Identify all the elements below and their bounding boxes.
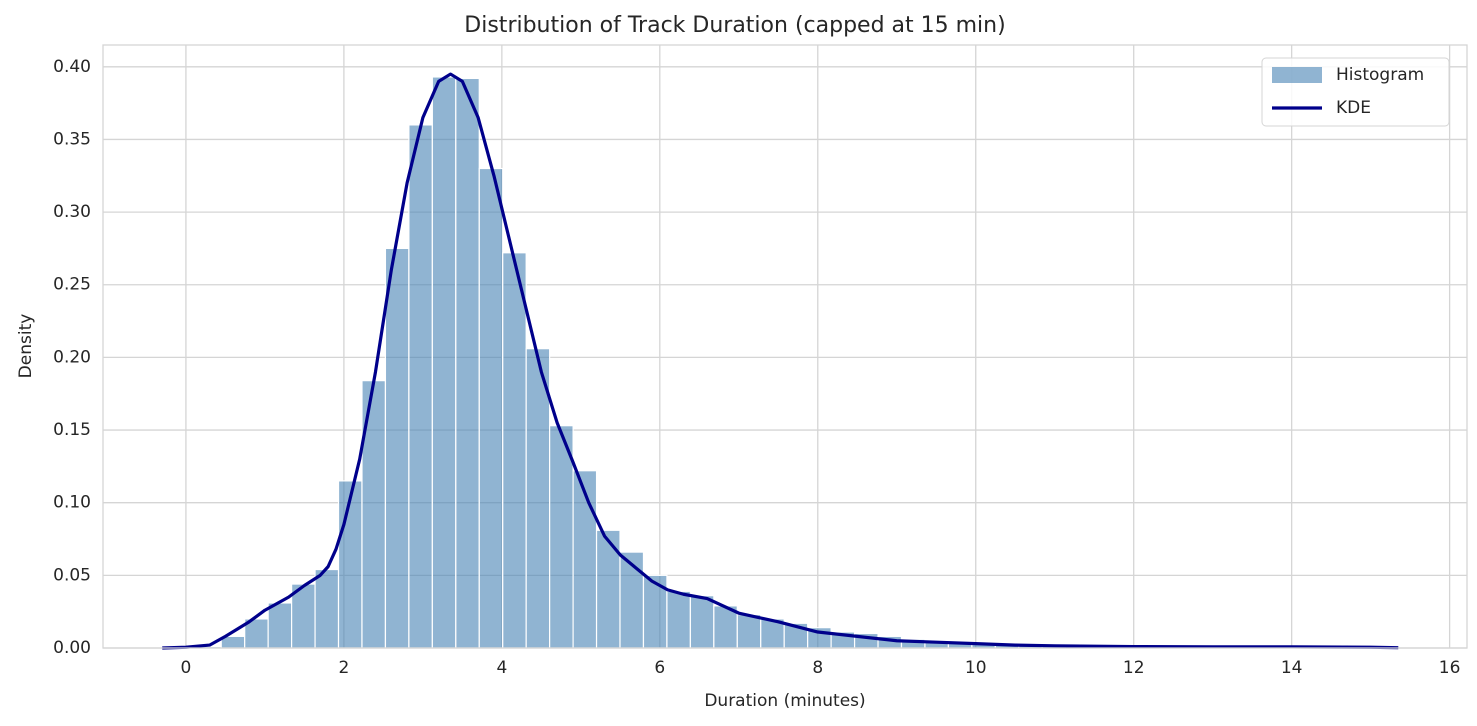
x-tick-label: 8 [812, 658, 823, 678]
histogram-bar [736, 613, 762, 649]
x-tick-label: 12 [1123, 658, 1145, 678]
histogram-bar [384, 247, 410, 649]
x-axis-label: Duration (minutes) [704, 691, 865, 711]
lines [162, 72, 1399, 650]
histogram-bar [572, 470, 598, 649]
kde-line [162, 72, 1399, 650]
y-tick-label: 0.15 [53, 420, 91, 440]
x-tick-label: 0 [181, 658, 192, 678]
plot-frame [102, 44, 1468, 649]
histogram-bar [408, 124, 433, 649]
y-tick-label: 0.10 [53, 493, 91, 513]
x-tick-label: 6 [654, 658, 665, 678]
legend-label: KDE [1336, 98, 1371, 118]
histogram-bar [455, 77, 480, 649]
x-tick-label: 2 [338, 658, 349, 678]
y-tick-label: 0.00 [53, 638, 91, 658]
histogram-bar [525, 348, 551, 649]
legend-swatch [1272, 67, 1322, 83]
histogram-bar [267, 602, 293, 649]
x-tick-label: 16 [1439, 658, 1461, 678]
y-tick-label: 0.20 [53, 347, 91, 367]
x-tick-label: 4 [496, 658, 507, 678]
histogram-bar [502, 252, 527, 649]
y-tick-label: 0.05 [53, 565, 91, 585]
histogram-bar [478, 167, 504, 649]
y-tick-label: 0.35 [53, 129, 91, 149]
y-tick-label: 0.30 [53, 202, 91, 222]
histogram-bar [337, 480, 363, 649]
x-tick-label: 10 [965, 658, 987, 678]
y-tick-label: 0.25 [53, 275, 91, 295]
histogram-bar [431, 76, 457, 649]
y-tick-label: 0.40 [53, 57, 91, 77]
histogram-bar [314, 568, 340, 649]
legend: Histogram KDE [1261, 57, 1450, 127]
histogram-bar [549, 425, 574, 649]
y-axis-label: Density [16, 314, 36, 379]
x-tick-label: 14 [1281, 658, 1303, 678]
chart-title: Distribution of Track Duration (capped a… [464, 13, 1005, 38]
legend-label: Histogram [1336, 65, 1424, 85]
histogram-bar [689, 595, 715, 649]
histogram-bar [666, 590, 691, 649]
